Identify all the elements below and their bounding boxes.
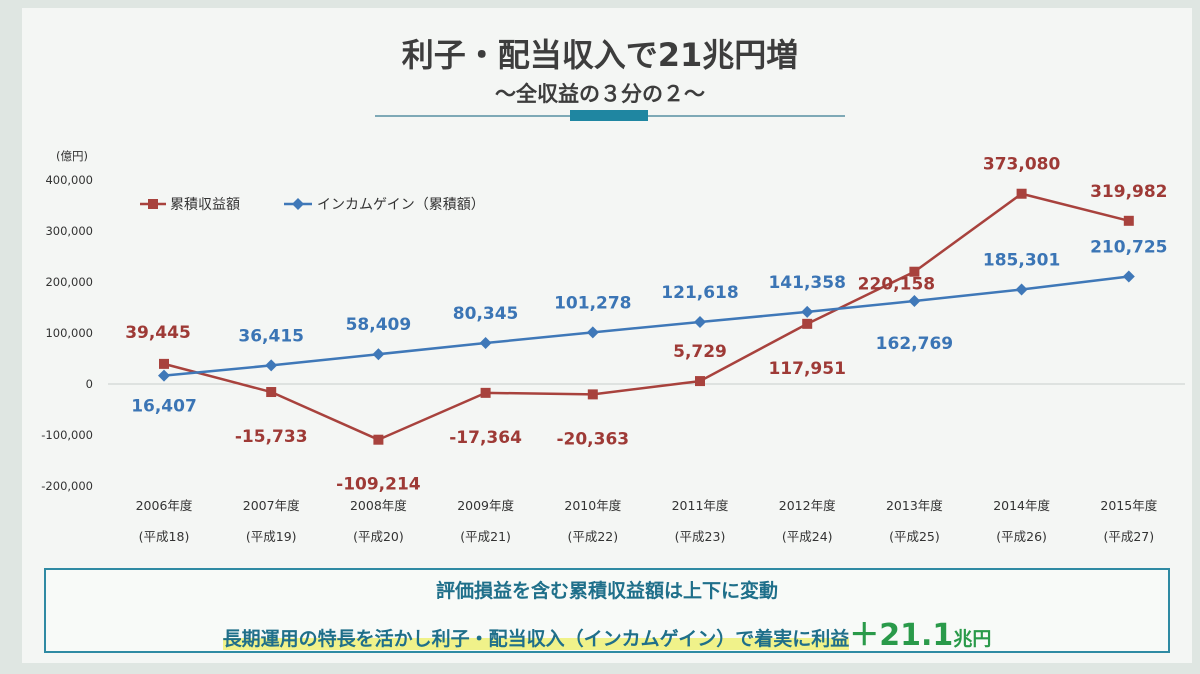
x-tick-sublabel: (平成23) [675,529,726,544]
data-label-income-gain: 185,301 [983,250,1060,270]
x-tick-sublabel: (平成27) [1103,529,1154,544]
y-tick-label: 400,000 [45,173,93,187]
legend-label-income-gain: インカムゲイン（累積額） [317,197,485,213]
data-label-cumulative-return: -20,363 [556,429,629,449]
chart-subtitle: 〜全収益の３分の２〜 [495,82,705,106]
y-tick-label: -200,000 [41,479,93,493]
x-tick-sublabel: (平成21) [460,529,511,544]
data-label-cumulative-return: 117,951 [768,359,845,379]
data-label-income-gain: 101,278 [554,293,631,313]
data-label-income-gain: 162,769 [876,334,953,354]
y-tick-label: 200,000 [45,275,93,289]
y-tick-label: 100,000 [45,326,93,340]
data-label-cumulative-return: -17,364 [449,428,522,448]
legend-marker-cumulative-return [148,199,158,209]
x-tick-label: 2013年度 [886,498,943,513]
callout-highlight-value: ＋21.1 [849,618,954,653]
y-tick-label: -100,000 [41,428,93,442]
data-point-cumulative-return [373,434,384,445]
data-label-cumulative-return: 319,982 [1090,182,1167,202]
data-label-cumulative-return: 39,445 [125,323,191,343]
x-tick-sublabel: (平成19) [246,529,297,544]
data-label-cumulative-return: -109,214 [336,475,421,495]
data-point-income-gain [908,294,921,307]
chart-title: 利子・配当収入で21兆円増 [401,36,799,74]
data-point-cumulative-return [480,387,491,398]
x-tick-label: 2011年度 [672,498,729,513]
data-point-cumulative-return [909,266,920,277]
callout-line-2: 長期運用の特長を活かし利子・配当収入（インカムゲイン）で着実に利益＋21.1兆円 [46,610,1168,654]
data-label-cumulative-return: 220,158 [858,275,935,295]
data-point-income-gain [479,337,492,350]
data-point-income-gain [801,305,814,318]
x-tick-sublabel: (平成18) [139,529,190,544]
legend-marker-income-gain [292,198,304,210]
data-point-income-gain [694,315,706,328]
callout-line-1: 評価損益を含む累積収益額は上下に変動 [435,580,778,602]
data-label-income-gain: 80,345 [453,304,519,324]
x-tick-label: 2015年度 [1100,498,1157,513]
data-label-income-gain: 141,358 [768,273,845,293]
data-point-income-gain [158,369,170,382]
legend-label-cumulative-return: 累積収益額 [170,197,240,213]
data-point-cumulative-return [159,358,169,369]
data-point-income-gain [586,326,599,339]
y-tick-label: 0 [86,377,93,391]
x-tick-label: 2006年度 [136,498,193,513]
title-accent-bar [570,110,648,121]
data-point-income-gain [372,348,385,361]
data-point-income-gain [1122,270,1135,283]
y-tick-label: 300,000 [45,224,93,238]
data-point-income-gain [265,359,278,372]
data-label-income-gain: 16,407 [131,397,197,417]
callout-highlight-unit: 兆円 [953,628,992,650]
summary-callout-box: 評価損益を含む累積収益額は上下に変動 長期運用の特長を活かし利子・配当収入（イン… [44,568,1170,653]
x-tick-sublabel: (平成25) [889,529,940,544]
data-point-cumulative-return [266,387,277,398]
data-point-cumulative-return [1123,215,1134,226]
series-line-cumulative-return [163,192,1130,441]
data-label-cumulative-return: 5,729 [673,342,727,362]
x-tick-sublabel: (平成22) [567,529,618,544]
x-tick-label: 2010年度 [564,498,621,513]
data-point-cumulative-return [1016,188,1027,199]
data-point-cumulative-return [802,318,813,329]
data-point-income-gain [1015,283,1028,296]
x-tick-sublabel: (平成24) [782,529,833,544]
x-tick-label: 2008年度 [350,498,407,513]
x-tick-sublabel: (平成20) [353,529,404,544]
data-label-income-gain: 36,415 [238,326,304,346]
x-tick-label: 2014年度 [993,498,1050,513]
y-axis-unit-label: (億円) [56,149,88,163]
data-label-cumulative-return: -15,733 [235,427,308,447]
data-point-cumulative-return [695,376,705,387]
data-label-income-gain: 210,725 [1090,238,1167,258]
data-label-income-gain: 121,618 [661,283,738,303]
callout-line-2-text: 長期運用の特長を活かし利子・配当収入（インカムゲイン）で着実に利益 [222,628,850,650]
data-label-cumulative-return: 373,080 [983,155,1061,175]
data-label-income-gain: 58,409 [346,315,412,335]
x-tick-sublabel: (平成26) [996,529,1047,544]
x-tick-label: 2012年度 [779,498,836,513]
data-point-cumulative-return [587,389,598,400]
x-tick-label: 2007年度 [243,498,300,513]
series-line-income-gain [163,275,1129,377]
x-tick-label: 2009年度 [457,498,514,513]
